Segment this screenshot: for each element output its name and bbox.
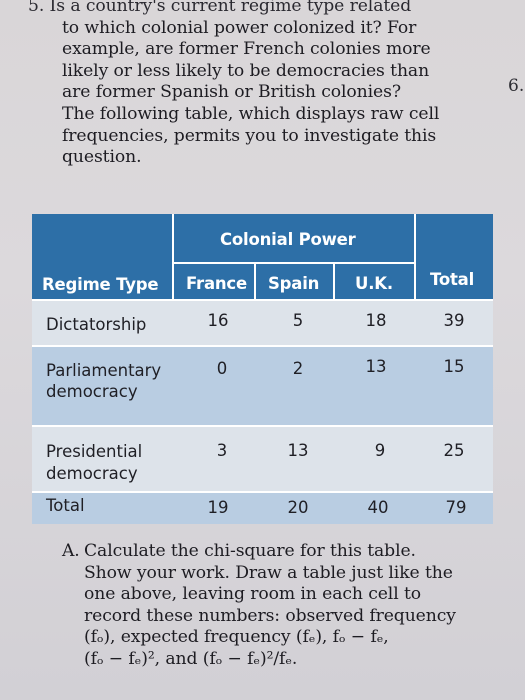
question-line-2: example, are former French colonies more — [62, 39, 431, 60]
instruction-line-2: Show your work. Draw a table just like t… — [84, 562, 453, 583]
cell-value: 79 — [445, 498, 467, 517]
header-divider — [333, 262, 335, 301]
question-line-4: are former Spanish or British colonies? — [62, 82, 401, 103]
cell-value: 9 — [374, 441, 386, 460]
header-divider — [414, 214, 416, 301]
question-line-7: question. — [62, 147, 142, 168]
cell-value: 0 — [216, 359, 228, 378]
question-line-6: frequencies, permits you to investigate … — [62, 125, 437, 146]
column-header-spain: Spain — [268, 274, 320, 293]
instruction-line-3: one above, leaving room in each cell to — [84, 584, 422, 605]
instruction-text: A. Calculate the chi-square for this tab… — [62, 541, 484, 671]
cell-value: 16 — [207, 311, 229, 330]
header-divider — [32, 299, 493, 301]
item-label: A. — [62, 541, 80, 561]
row-divider — [32, 345, 493, 347]
column-header-france: France — [186, 274, 248, 293]
table-row: Parliamentary democracy 0 2 13 15 — [32, 347, 493, 425]
table-row: Presidential democracy 3 13 9 25 — [32, 427, 493, 491]
next-question-number: 6. — [508, 76, 525, 96]
table-header — [32, 214, 493, 301]
cell-value: 3 — [216, 441, 228, 460]
question-clipped-line: 5. Is a country's current regime type re… — [28, 0, 412, 16]
regime-type-header: Regime Type — [42, 275, 159, 294]
cell-value: 15 — [443, 357, 465, 376]
question-text: 5. Is a country's current regime type re… — [28, 0, 462, 169]
header-divider — [254, 262, 256, 301]
row-label: Dictatorship — [46, 315, 147, 334]
frequency-table: Colonial Power Regime Type France Spain … — [32, 214, 493, 524]
instruction-line-5: (fₒ), expected frequency (fₑ), fₒ − fₑ, — [84, 627, 389, 648]
header-divider — [172, 262, 416, 264]
instruction-line-4: record these numbers: observed frequency — [84, 605, 456, 626]
question-line-3: likely or less likely to be democracies … — [62, 60, 430, 81]
cell-value: 5 — [292, 311, 304, 330]
row-divider — [32, 491, 493, 493]
header-divider — [172, 214, 174, 301]
cell-value: 39 — [443, 311, 465, 330]
row-label: Presidential — [46, 442, 143, 461]
row-label-continued: democracy — [46, 382, 138, 401]
question-line-1: to which colonial power colonized it? Fo… — [62, 17, 417, 38]
cell-value: 13 — [365, 357, 387, 376]
instruction-line-6: (fₒ − fₑ)², and (fₒ − fₑ)²/fₑ. — [84, 648, 298, 669]
cell-value: 2 — [292, 359, 304, 378]
row-divider — [32, 425, 493, 427]
cell-value: 25 — [443, 441, 465, 460]
instruction-line-1: Calculate the chi-square for this table. — [84, 541, 416, 561]
cell-value: 18 — [365, 311, 387, 330]
cell-value: 20 — [287, 498, 309, 517]
row-label-continued: democracy — [46, 464, 138, 483]
cell-value: 19 — [207, 498, 229, 517]
row-label: Parliamentary — [46, 361, 162, 380]
table-row-total: Total 19 20 40 79 — [32, 493, 493, 524]
cell-value: 13 — [287, 441, 309, 460]
column-header-uk: U.K. — [355, 274, 393, 293]
question-line-5: The following table, which displays raw … — [62, 103, 440, 124]
colonial-power-header: Colonial Power — [220, 230, 356, 249]
table-row: Dictatorship 16 5 18 39 — [32, 301, 493, 345]
row-label: Total — [46, 496, 85, 515]
column-header-total: Total — [430, 270, 475, 289]
cell-value: 40 — [367, 498, 389, 517]
